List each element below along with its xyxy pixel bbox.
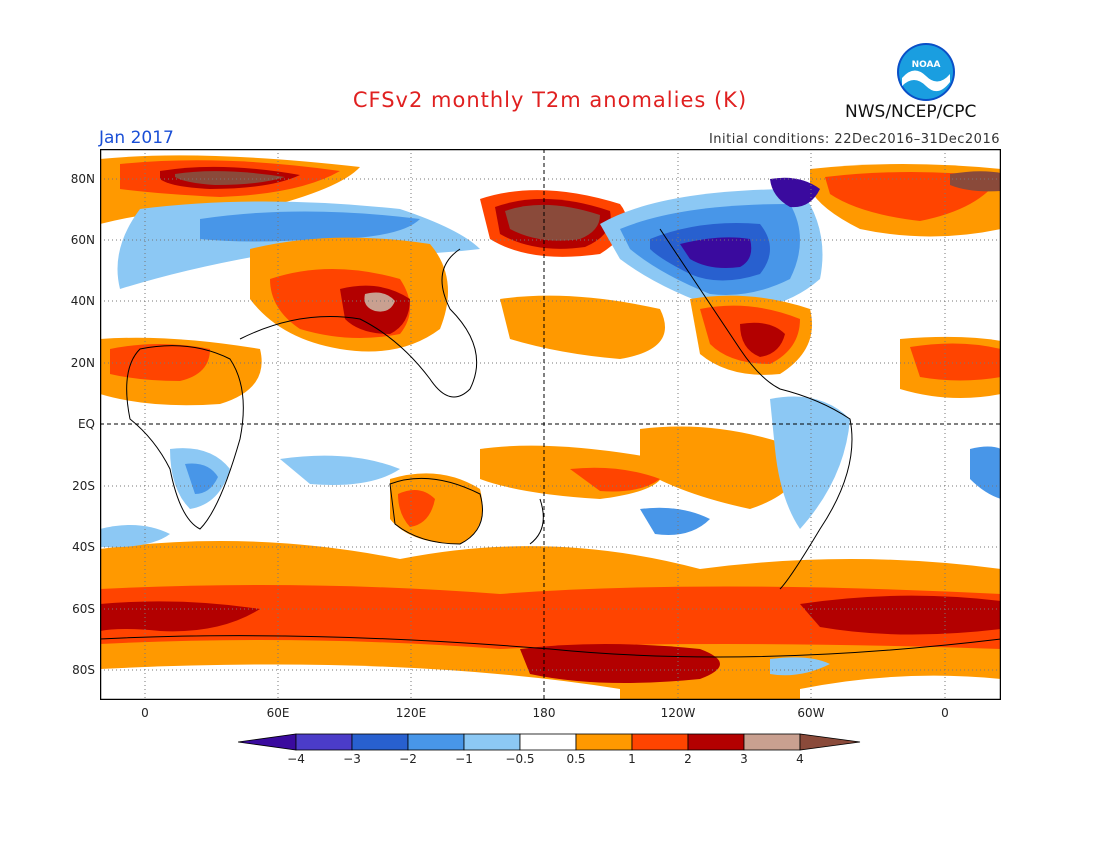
lon-label-120e: 120E <box>395 706 427 720</box>
logo-text: NOAA <box>912 60 941 70</box>
colorbar-label: −0.5 <box>505 752 535 766</box>
colorbar-label: 0.5 <box>566 752 586 766</box>
lon-label-0-left: 0 <box>141 706 149 720</box>
colorbar-swatch <box>407 733 465 751</box>
lat-label-40n: 40N <box>70 294 95 308</box>
lat-label-80s: 80S <box>72 663 95 677</box>
lat-label-20s: 20S <box>72 479 95 493</box>
colorbar-swatch <box>519 733 577 751</box>
lon-label-120w: 120W <box>660 706 696 720</box>
colorbar-swatch <box>295 733 353 751</box>
colorbar-swatch <box>463 733 521 751</box>
colorbar-label: 4 <box>796 752 804 766</box>
colorbar-label: −3 <box>343 752 361 766</box>
lat-label-eq: EQ <box>77 417 95 431</box>
colorbar-swatch <box>351 733 409 751</box>
colorbar-swatch <box>743 733 801 751</box>
colorbar-swatch-min <box>238 733 297 751</box>
colorbar-swatch <box>687 733 745 751</box>
lat-label-40s: 40S <box>72 540 95 554</box>
colorbar-swatch <box>575 733 633 751</box>
colorbar-swatch <box>631 733 689 751</box>
colorbar-label: −2 <box>399 752 417 766</box>
lat-label-80n: 80N <box>70 172 95 186</box>
initial-conditions: Initial conditions: 22Dec2016–31Dec2016 <box>708 132 1000 147</box>
lon-label-180: 180 <box>532 706 556 720</box>
noaa-logo-icon: NOAA <box>897 43 955 101</box>
colorbar <box>238 733 861 751</box>
colorbar-label: −4 <box>287 752 305 766</box>
lat-label-20n: 20N <box>70 356 95 370</box>
agency-label: NWS/NCEP/CPC <box>845 102 977 122</box>
colorbar-label: 1 <box>628 752 636 766</box>
lon-label-60e: 60E <box>266 706 290 720</box>
lat-label-60s: 60S <box>72 602 95 616</box>
lon-label-0-right: 0 <box>941 706 949 720</box>
month-label: Jan 2017 <box>99 128 174 148</box>
colorbar-label: 3 <box>740 752 748 766</box>
colorbar-label: 2 <box>684 752 692 766</box>
chart-title: CFSv2 monthly T2m anomalies (K) <box>352 88 748 112</box>
colorbar-swatch-max <box>799 733 861 751</box>
lon-label-60w: 60W <box>797 706 825 720</box>
colorbar-label: −1 <box>455 752 473 766</box>
lat-label-60n: 60N <box>70 233 95 247</box>
temperature-anomaly-map <box>100 149 1001 700</box>
